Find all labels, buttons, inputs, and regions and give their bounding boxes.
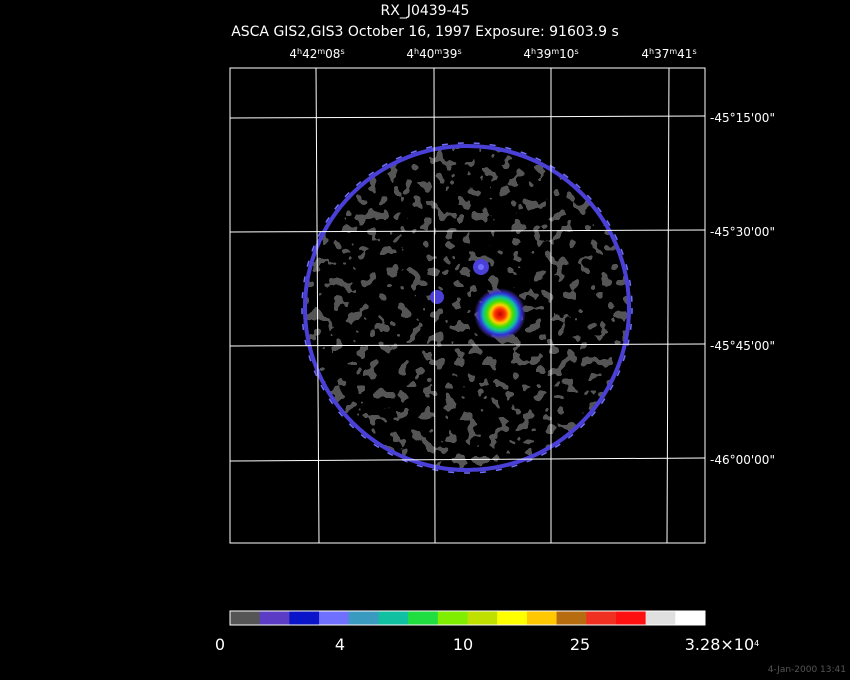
ra-label-part: m [317,47,325,56]
ra-label-part: 10 [559,47,574,61]
colorbar-label: 0 [215,635,225,654]
colorbar-label: 10 [453,635,473,654]
ra-label: 4h40m39s [406,47,461,62]
colorbar-swatch [497,611,528,625]
colorbar-swatch [378,611,409,625]
ra-label-part: 4 [641,47,649,61]
coordinate-grid [229,67,706,544]
ra-label-part: h [297,47,302,56]
ra-label-part: m [551,47,559,56]
ra-label-part: h [531,47,536,56]
colorbar-swatch [586,611,617,625]
colorbar-label-part: 25 [570,635,590,654]
dec-label: -45°45'00" [710,339,775,353]
colorbar-swatch [526,611,558,625]
ra-label-part: 4 [289,47,297,61]
colorbar-swatch [645,611,676,625]
ra-label-part: m [434,47,442,56]
colorbar-swatch [319,611,350,625]
colorbar-swatch [289,611,320,625]
timestamp: 4-Jan-2000 13:41 [768,665,846,675]
colorbar-label-part: 0 [215,635,225,654]
colorbar-swatch [556,611,587,625]
ra-label-part: s [692,47,696,56]
colorbar-swatch [408,611,439,625]
colorbar-swatch [230,611,261,625]
ra-label-part: m [669,47,677,56]
subtitle: ASCA GIS2,GIS3 October 16, 1997 Exposure… [231,24,619,40]
colorbar-swatch [467,611,498,625]
ra-label: 4h39m10s [523,47,578,62]
dec-label: -45°30'00" [710,225,775,239]
ra-label-part: 08 [325,47,340,61]
ra-label-part: 4 [406,47,414,61]
ra-label-part: s [340,47,344,56]
dec-label: -45°15'00" [710,111,775,125]
dec-label: -46°00'00" [710,453,775,467]
image [301,142,633,474]
colorbar-swatch [675,611,706,625]
ra-label-part: s [574,47,578,56]
colorbar-swatch [615,611,647,625]
colorbar-label: 3.28×104 [685,635,759,654]
ra-label-part: h [649,47,654,56]
ra-label-part: 42 [302,47,317,61]
colorbar-frame [229,610,706,626]
ra-label: 4h37m41s [641,47,696,62]
ra-label-part: 39 [442,47,457,61]
colorbar-label-part: 4 [335,635,345,654]
colorbar-swatch [437,611,468,625]
colorbar-label-part: 4 [754,639,759,648]
ra-label-part: 41 [677,47,692,61]
colorbar-label: 25 [570,635,590,654]
colorbar-swatch [348,611,379,625]
ra-label-part: h [414,47,419,56]
colorbar-label-part: 10 [453,635,473,654]
ra-label-part: 40 [419,47,434,61]
ra-label-part: s [457,47,461,56]
ra-label: 4h42m08s [289,47,344,62]
ra-label-part: 4 [523,47,531,61]
colorbar-swatch [259,611,290,625]
colorbar-label-part: 3.28×10 [685,635,754,654]
ra-label-part: 39 [536,47,551,61]
ra-label-part: 37 [654,47,669,61]
title: RX_J0439-45 [381,3,470,19]
colorbar-label: 4 [335,635,345,654]
